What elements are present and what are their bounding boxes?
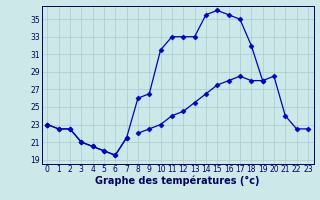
X-axis label: Graphe des températures (°c): Graphe des températures (°c): [95, 176, 260, 186]
